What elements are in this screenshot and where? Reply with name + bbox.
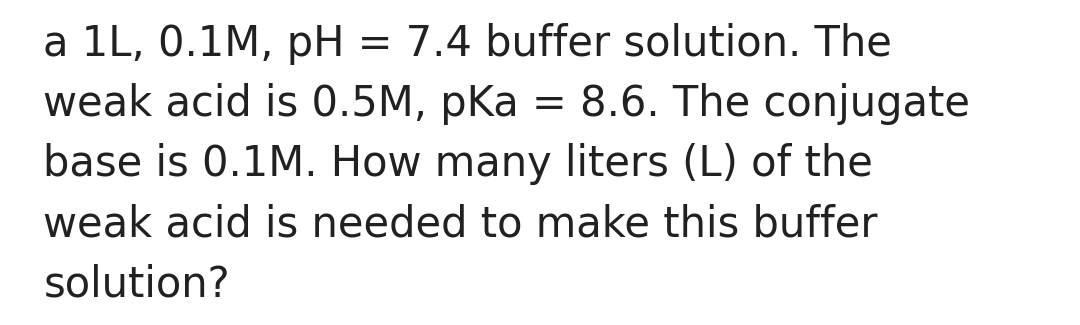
Text: weak acid is needed to make this buffer: weak acid is needed to make this buffer <box>43 203 878 245</box>
Text: solution?: solution? <box>43 263 230 305</box>
Text: weak acid is 0.5M, pKa = 8.6. The conjugate: weak acid is 0.5M, pKa = 8.6. The conjug… <box>43 83 970 125</box>
Text: a 1L, 0.1M, pH = 7.4 buffer solution. The: a 1L, 0.1M, pH = 7.4 buffer solution. Th… <box>43 23 892 65</box>
Text: base is 0.1M. How many liters (L) of the: base is 0.1M. How many liters (L) of the <box>43 143 873 185</box>
